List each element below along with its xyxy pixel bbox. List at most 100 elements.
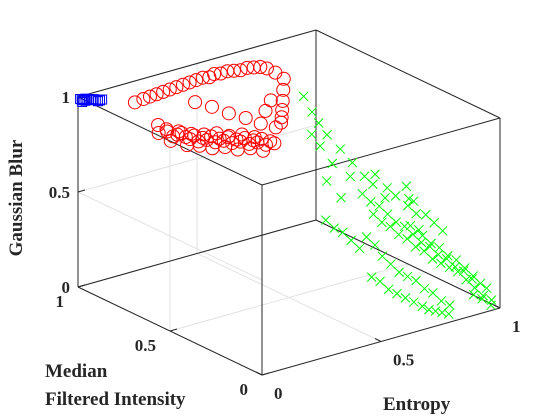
- x-tick-mark: [493, 304, 501, 309]
- z-tick-label: 0.5: [49, 183, 70, 202]
- data-point-x: [298, 91, 309, 102]
- data-point-circle: [253, 60, 268, 74]
- data-point-x: [468, 289, 479, 300]
- data-point-x: [391, 217, 401, 227]
- data-point-x: [382, 209, 393, 219]
- z-axis-label: Gaussian Blur: [6, 139, 27, 256]
- data-point-x: [486, 300, 496, 311]
- data-point-x: [357, 188, 368, 199]
- data-point-x: [377, 251, 388, 262]
- grid-layer: [77, 29, 501, 376]
- data-point-x: [345, 171, 356, 182]
- data-point-x: [404, 193, 414, 204]
- data-point-circle: [204, 99, 219, 114]
- data-point-x: [307, 107, 317, 117]
- y-tick-label: 0: [240, 380, 249, 399]
- data-point-x: [329, 223, 340, 233]
- data-point-x: [478, 290, 488, 301]
- data-point-circle: [276, 82, 291, 97]
- data-point-x: [394, 267, 405, 278]
- data-point-x: [420, 209, 431, 220]
- data-point-x: [410, 241, 421, 252]
- data-point-x: [413, 225, 424, 235]
- data-point-x: [347, 157, 358, 168]
- data-point-circle: [234, 127, 249, 142]
- data-point-x: [436, 296, 447, 306]
- data-point-circle: [268, 65, 283, 80]
- data-point-x: [320, 215, 331, 225]
- data-point-x: [408, 196, 419, 207]
- data-point-x: [366, 272, 377, 283]
- data-point-x: [402, 271, 413, 282]
- data-point-x: [382, 182, 393, 193]
- data-point-circle: [238, 111, 253, 125]
- data-point-x: [429, 217, 440, 228]
- data-point-x: [359, 171, 370, 182]
- data-point-x: [425, 241, 435, 252]
- data-point-x: [376, 217, 387, 228]
- y-tick-mark: [77, 284, 86, 288]
- y-tick-mark: [261, 372, 270, 376]
- data-point-x: [383, 284, 394, 295]
- data-point-circle: [263, 93, 278, 108]
- x-axis-label: Entropy: [383, 394, 451, 415]
- data-point-circle: [162, 82, 177, 97]
- y-tick-mark: [169, 328, 178, 332]
- data-point-x: [426, 238, 436, 249]
- data-point-circle: [233, 63, 248, 78]
- data-point-x: [399, 221, 410, 232]
- data-point-circle: [127, 95, 142, 110]
- data-point-circle: [175, 77, 190, 92]
- y-axis-label-line1: Median: [45, 361, 108, 382]
- data-point-x: [477, 294, 487, 304]
- data-point-circle: [267, 136, 282, 151]
- data-point-x: [444, 300, 455, 310]
- data-point-x: [411, 275, 421, 286]
- data-point-x: [368, 209, 379, 220]
- data-point-x: [419, 283, 430, 294]
- data-point-x: [458, 266, 469, 276]
- z-tick-mark: [77, 189, 86, 193]
- data-point-x: [392, 288, 402, 299]
- z-tick-label: 0: [62, 278, 71, 297]
- data-point-x: [442, 250, 453, 261]
- x-tick-label: 0.5: [393, 351, 414, 370]
- point-layer: [75, 60, 497, 319]
- data-point-x: [337, 227, 348, 238]
- data-point-x: [365, 196, 376, 207]
- x-tick-label: 1: [512, 317, 521, 336]
- grid-line-back-z: [77, 124, 317, 193]
- data-point-x: [459, 263, 470, 273]
- z-tick-label: 1: [62, 88, 71, 107]
- data-point-x: [428, 288, 438, 298]
- data-point-circle: [189, 73, 204, 88]
- box-layer: [77, 29, 501, 376]
- data-point-x: [443, 309, 454, 319]
- data-point-x: [416, 237, 427, 248]
- y-axis-label-line2: Filtered Intensity: [45, 389, 186, 410]
- data-point-x: [437, 225, 448, 236]
- data-point-circle: [253, 116, 268, 131]
- data-point-x: [433, 249, 444, 260]
- x-tick-mark: [255, 371, 263, 376]
- data-point-circle: [226, 63, 241, 78]
- data-point-square: [77, 96, 88, 107]
- box-edge: [315, 219, 501, 309]
- data-point-x: [411, 208, 422, 219]
- data-point-circle: [156, 84, 171, 99]
- data-point-x: [346, 235, 356, 246]
- series-x: [298, 91, 497, 319]
- data-point-square: [97, 94, 108, 105]
- data-point-square: [80, 95, 91, 106]
- data-point-circle: [274, 115, 289, 130]
- data-point-x: [335, 144, 346, 154]
- data-point-x: [336, 192, 347, 203]
- data-point-circle: [188, 95, 203, 110]
- data-point-circle: [151, 125, 166, 140]
- data-point-x: [481, 283, 492, 294]
- y-tick-label: 0.5: [135, 336, 156, 355]
- data-point-x: [437, 307, 447, 318]
- data-point-circle: [163, 133, 178, 148]
